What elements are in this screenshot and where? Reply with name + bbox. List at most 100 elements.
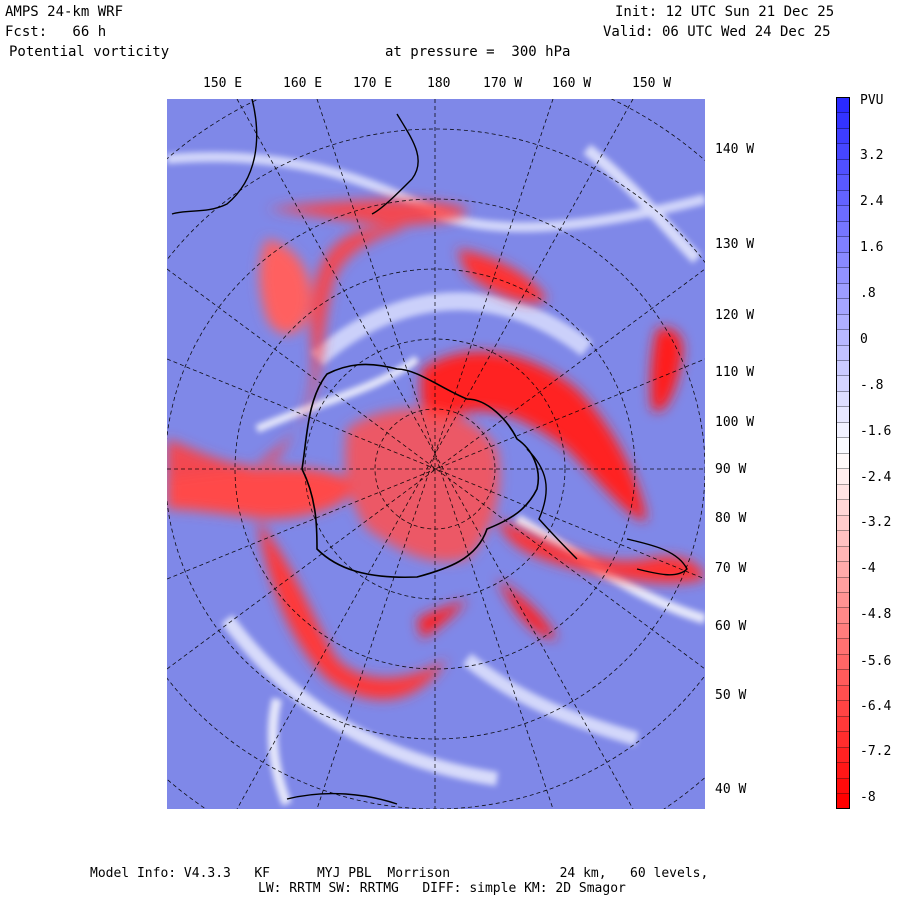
colorbar-cell [837,113,849,129]
lon-label: 160 W [552,76,592,91]
right-lon-label: 40 W [715,782,747,797]
colorbar-tick-label: 3.2 [860,148,884,163]
colorbar-cell [837,98,849,114]
colorbar-tick-label: -4.8 [860,607,892,622]
colorbar-cell [837,794,849,808]
colorbar-tick-label: 2.4 [860,194,884,209]
right-lon-label: 70 W [715,561,747,576]
colorbar-cell [837,654,849,671]
colorbar-cell [837,500,849,516]
right-lon-label: 80 W [715,511,747,526]
colorbar-cell [837,639,849,655]
colorbar-tick-label: -6.4 [860,699,892,714]
colorbar-cell [837,190,849,207]
potential-vorticity-map [167,99,705,809]
model-title: AMPS 24-km WRF [5,4,124,20]
colorbar-cell [837,376,849,392]
right-lon-label: 90 W [715,462,747,477]
colorbar-cell [837,546,849,563]
colorbar-cell [837,593,849,609]
graticule [167,99,705,809]
colorbar-cell [837,778,849,795]
colorbar-tick-label: -.8 [860,378,884,393]
red-pv-regions [167,199,705,700]
australia-edge [286,792,398,805]
colorbar-cell [837,438,849,454]
colorbar-cell [837,159,849,176]
colorbar-cell [837,237,849,253]
colorbar-cell [837,747,849,764]
colorbar-cell [837,701,849,717]
colorbar-tick-label: .8 [860,286,876,301]
colorbar-cell [837,515,849,532]
colorbar-cell [837,391,849,408]
right-lon-label: 110 W [715,365,755,380]
lon-label: 170 W [483,76,523,91]
colorbar-cell [837,144,849,160]
model-info-line1: Model Info: V4.3.3 KF MYJ PBL Morrison 2… [90,866,709,881]
colorbar-cell [837,360,849,377]
colorbar-cell [837,206,849,222]
colorbar-tick-label: -7.2 [860,744,892,759]
colorbar-cell [837,484,849,501]
colorbar-cell [837,221,849,238]
colorbar-cell [837,732,849,748]
init-time: Init: 12 UTC Sun 21 Dec 25 [615,4,835,20]
colorbar-cell [837,716,849,733]
right-lon-label: 50 W [715,688,747,703]
colorbar-tick-label: -1.6 [860,424,892,439]
lon-label: 170 E [353,76,393,91]
field-name: Potential vorticity [9,44,170,60]
valid-time: Valid: 06 UTC Wed 24 Dec 25 [603,24,831,40]
colorbar-cell [837,175,849,191]
colorbar-cell [837,330,849,346]
colorbar-tick-label: -5.6 [860,654,892,669]
right-lon-label: 130 W [715,237,755,252]
colorbar-cell [837,685,849,702]
colorbar-cell [837,453,849,470]
colorbar-cell [837,763,849,779]
model-info-line2: LW: RRTM SW: RRTMG DIFF: simple KM: 2D S… [258,881,626,896]
colorbar-cell [837,268,849,284]
south-america-tip [626,538,688,576]
lon-label: 160 E [283,76,323,91]
colorbar-cell [837,531,849,547]
colorbar-cell [837,252,849,269]
colorbar [836,97,850,809]
colorbar-cell [837,314,849,331]
colorbar-cell [837,562,849,578]
new-zealand-north-island [371,113,419,215]
right-lon-label: 100 W [715,415,755,430]
colorbar-cell [837,623,849,640]
colorbar-tick-label: 0 [860,332,868,347]
colorbar-cell [837,407,849,423]
antarctic-peninsula [526,448,578,560]
colorbar-tick-label: -4 [860,561,876,576]
lon-label: 150 E [203,76,243,91]
colorbar-cell [837,577,849,593]
colorbar-cell [837,345,849,361]
lon-label: 180 [427,76,451,91]
right-lon-label: 60 W [715,619,747,634]
right-lon-label: 140 W [715,142,755,157]
colorbar-cell [837,299,849,315]
forecast-hour: Fcst: 66 h [5,24,107,40]
colorbar-tick-label: 1.6 [860,240,884,255]
right-lon-label: 120 W [715,308,755,323]
colorbar-cell [837,469,849,485]
colorbar-cell [837,422,849,439]
pressure-level: at pressure = 300 hPa [385,44,571,60]
new-zealand-coast [171,99,258,215]
lon-label: 150 W [632,76,672,91]
map-svg [167,99,705,809]
colorbar-unit: PVU [860,93,884,108]
antarctica-coast [301,363,539,579]
colorbar-cell [837,283,849,300]
colorbar-tick-label: -3.2 [860,515,892,530]
coastlines [171,99,688,805]
colorbar-cell [837,128,849,145]
colorbar-cell [837,608,849,624]
colorbar-tick-label: -2.4 [860,470,892,485]
colorbar-cell [837,670,849,686]
colorbar-tick-label: -8 [860,790,876,805]
